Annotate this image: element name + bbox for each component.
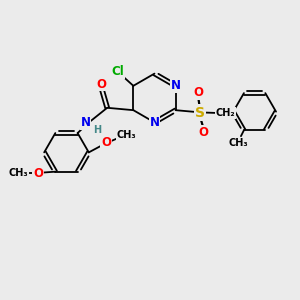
Text: CH₃: CH₃ bbox=[8, 168, 28, 178]
Text: CH₃: CH₃ bbox=[228, 138, 248, 148]
Text: S: S bbox=[195, 106, 205, 120]
Text: CH₃: CH₃ bbox=[117, 130, 136, 140]
Text: O: O bbox=[194, 86, 203, 99]
Text: O: O bbox=[33, 167, 43, 180]
Text: O: O bbox=[97, 77, 107, 91]
Text: CH₂: CH₂ bbox=[216, 108, 235, 118]
Text: N: N bbox=[171, 79, 181, 92]
Text: N: N bbox=[80, 116, 91, 129]
Text: Cl: Cl bbox=[112, 65, 124, 78]
Text: N: N bbox=[149, 116, 160, 129]
Text: H: H bbox=[93, 125, 101, 135]
Text: O: O bbox=[199, 126, 208, 139]
Text: O: O bbox=[101, 136, 111, 149]
